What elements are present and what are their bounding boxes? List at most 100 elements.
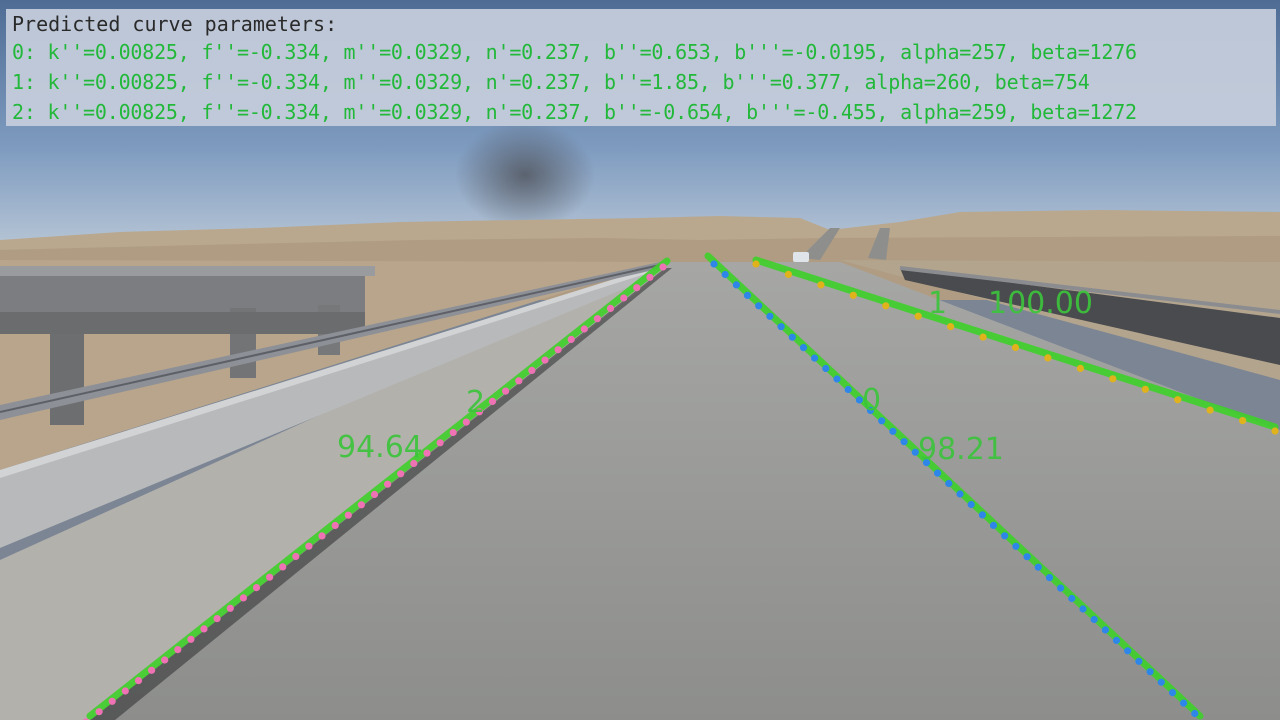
lane-0-score-label: 98.21 (918, 432, 1004, 467)
lane-2-point (344, 511, 352, 519)
lane-2-point (213, 615, 221, 623)
lane-0-point (945, 479, 953, 488)
lane-0-point (1034, 563, 1042, 571)
lane-2-point (108, 697, 116, 705)
lane-2-point (357, 501, 365, 509)
lane-2-point (659, 263, 667, 271)
lane-1-point (849, 291, 857, 299)
lane-0-point (788, 333, 796, 341)
lane-2-point (187, 635, 195, 643)
lane-2-point (436, 439, 444, 447)
lane-1-point (1271, 427, 1279, 435)
lane-1-point (1044, 354, 1052, 362)
lane-0-point (743, 291, 752, 299)
curve-parameters-panel: Predicted curve parameters: 0: k''=0.008… (6, 9, 1276, 126)
lane-0-point (878, 417, 886, 425)
lane-0-point (1146, 668, 1154, 676)
lane-2-point (397, 470, 405, 478)
lane-0-point (1045, 574, 1054, 582)
distant-car (793, 252, 809, 262)
lane-1-id-label: 1 (928, 286, 948, 321)
lane-0-point (1168, 689, 1177, 697)
lane-point-dots (83, 260, 1279, 720)
lane-0-point (978, 511, 987, 519)
lane-2-point (423, 449, 431, 457)
lane-2-point (384, 480, 392, 488)
lane-1-point (817, 281, 825, 289)
lane-2-point (541, 356, 549, 364)
lane-2-point (95, 708, 103, 716)
lane-2-point (148, 666, 156, 674)
lane-2-point (554, 346, 562, 354)
lane-2-point (331, 521, 339, 530)
lane-0-point (1157, 678, 1165, 686)
lane-0-point (766, 312, 774, 320)
lane-0-point (1112, 636, 1121, 645)
lane-0-point (755, 302, 763, 310)
lane-2-point (121, 687, 129, 695)
lane-0-point (721, 270, 729, 279)
lane-0-point (1090, 615, 1098, 624)
lane-0-point (1012, 542, 1020, 550)
lane-2-point (567, 335, 575, 343)
lane-1-point (979, 333, 987, 341)
param-line-lane-0: 0: k''=0.00825, f''=-0.334, m''=0.0329, … (12, 40, 1137, 64)
lane-2-point (279, 563, 287, 571)
lane-0-point (1124, 647, 1132, 655)
lane-0-point (1191, 709, 1199, 718)
lane-1-point (1076, 364, 1084, 372)
lane-2-point (633, 284, 641, 292)
overpass-pillar (50, 325, 84, 425)
lane-0-point (1023, 553, 1031, 561)
lane-1-point (1109, 375, 1117, 383)
lane-1-point (882, 302, 890, 310)
lane-2-point (462, 418, 470, 426)
lane-0-point (1068, 594, 1076, 603)
lane-2-point (226, 604, 234, 612)
right-barrier (900, 268, 1280, 365)
lane-2-score-label: 94.64 (337, 430, 423, 465)
lane-0-point (989, 521, 998, 530)
lane-2-point (528, 366, 536, 374)
lane-2-point (646, 273, 654, 281)
lane-2-point (370, 490, 379, 499)
lane-1-point (752, 260, 760, 268)
lane-0-point (710, 260, 718, 268)
lane-1-point (1141, 385, 1149, 393)
lane-0-point (777, 323, 785, 331)
lane-0-point (900, 438, 908, 446)
lane-2-point (292, 552, 300, 561)
lane-0-point (1180, 699, 1188, 707)
param-line-lane-1: 1: k''=0.00825, f''=-0.334, m''=0.0329, … (12, 70, 1090, 94)
lane-0-point (1101, 626, 1109, 634)
lane-1-fit-line (752, 256, 1279, 431)
lane-2-point (580, 325, 588, 333)
lane-0-point (833, 375, 841, 383)
lane-0-point (889, 427, 897, 435)
lane-1-point (947, 323, 955, 331)
lane-0-id-label: 0 (862, 383, 882, 418)
lane-2-point (475, 408, 483, 416)
lane-1-point (1206, 406, 1214, 414)
lane-2-point (410, 459, 418, 468)
lane-0-point (822, 364, 830, 373)
param-line-lane-2: 2: k''=0.00825, f''=-0.334, m''=0.0329, … (12, 100, 1137, 124)
lane-2-point (239, 594, 247, 602)
lane-2-point (488, 397, 497, 405)
lane-2-point (134, 677, 143, 685)
lane-0-point (732, 281, 741, 289)
lane-1-point (784, 270, 793, 278)
lane-0-point (934, 469, 942, 477)
lane-2-point (174, 646, 182, 654)
lane-0-point (1135, 657, 1143, 665)
lane-2-point (606, 304, 615, 312)
lane-0-point (911, 448, 919, 456)
lane-2-point (318, 532, 326, 540)
lane-1-point (1174, 396, 1182, 404)
lane-0-point (811, 354, 819, 362)
lane-0-point (967, 500, 975, 509)
lane-0-point (866, 406, 875, 414)
lane-0-point (844, 385, 852, 394)
lane-2-point (252, 584, 261, 592)
